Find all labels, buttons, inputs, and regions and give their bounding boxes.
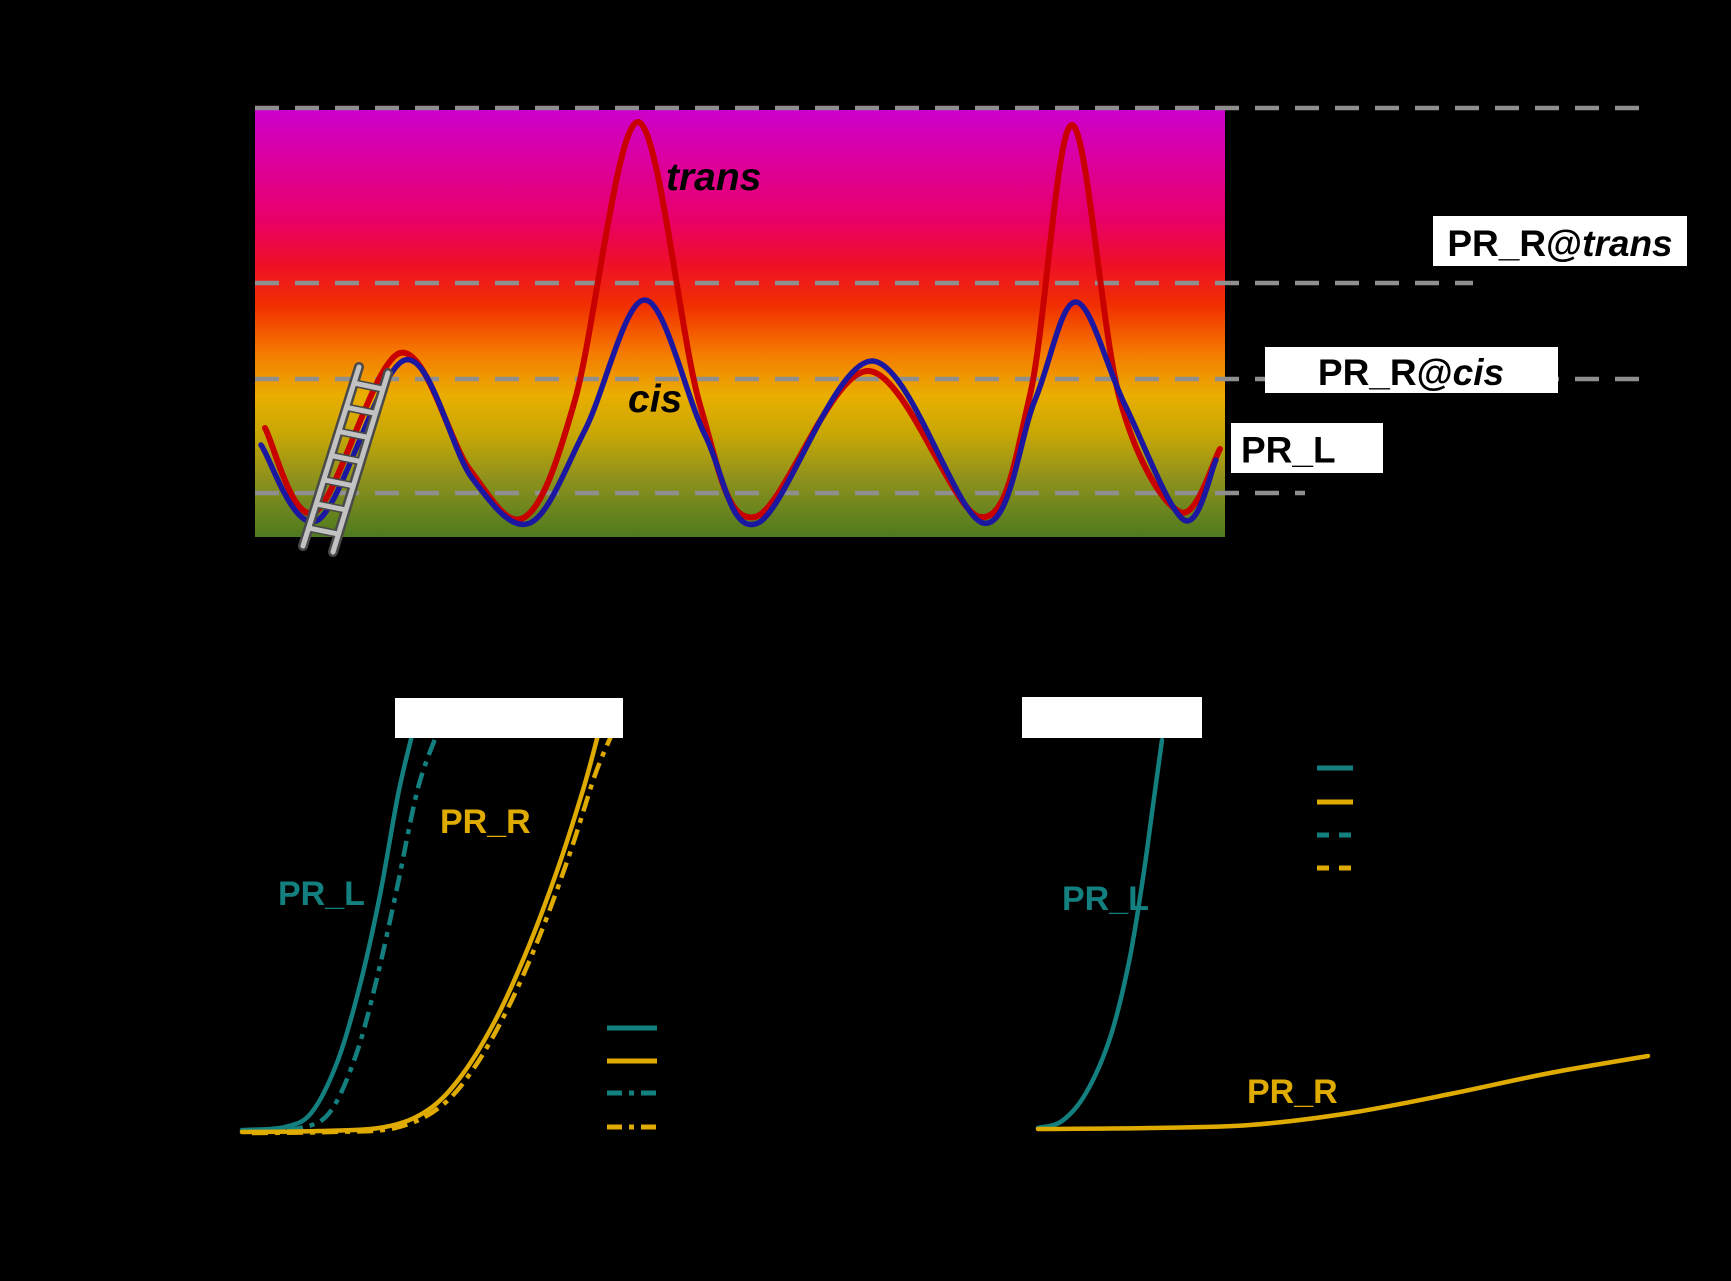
trans-curve-label: trans: [666, 156, 761, 199]
masked-title-box-b: [395, 698, 623, 738]
pr-r-series-label-b: PR_R: [440, 803, 531, 841]
pr-l-box: [1231, 423, 1383, 473]
ladder-illustration: [298, 362, 393, 557]
pr-l-label: PR_L: [1241, 430, 1336, 471]
pr-l-solid-curve: [239, 732, 415, 1133]
masked-title-box-c: [1022, 697, 1202, 738]
pr-l-curve-c: [1035, 737, 1165, 1131]
panel-a: trans cis PR_R@trans PR_R@cis PR_L: [255, 105, 1687, 557]
cis-curve-label: cis: [628, 378, 682, 421]
legend-c: [1317, 765, 1353, 871]
pr-r-series-label-c: PR_R: [1247, 1073, 1338, 1111]
pr-r-curve-c: [1035, 1053, 1651, 1132]
pr-r-cis-label: PR_R@cis: [1318, 352, 1504, 393]
annotation-pr-r-cis: PR_R@cis: [1265, 347, 1558, 393]
pr-r-trans-box: [1433, 216, 1687, 266]
cis-curve: [258, 297, 1219, 528]
panel-b: PR_L PR_R: [239, 698, 657, 1136]
panel-c: PR_L PR_R: [1022, 697, 1651, 1132]
pr-r-dashdot-curve: [251, 733, 615, 1136]
annotation-pr-l: PR_L: [1231, 423, 1383, 473]
pr-r-cis-box: [1265, 347, 1558, 393]
annotation-pr-r-trans: PR_R@trans: [1433, 216, 1687, 266]
energy-landscape-gradient: [255, 110, 1225, 537]
pr-r-solid-curve: [239, 732, 601, 1135]
pr-l-series-label-b: PR_L: [278, 875, 365, 913]
pr-r-trans-label: PR_R@trans: [1447, 223, 1672, 264]
legend-b: [607, 1025, 657, 1130]
pr-l-series-label-c: PR_L: [1062, 880, 1149, 918]
